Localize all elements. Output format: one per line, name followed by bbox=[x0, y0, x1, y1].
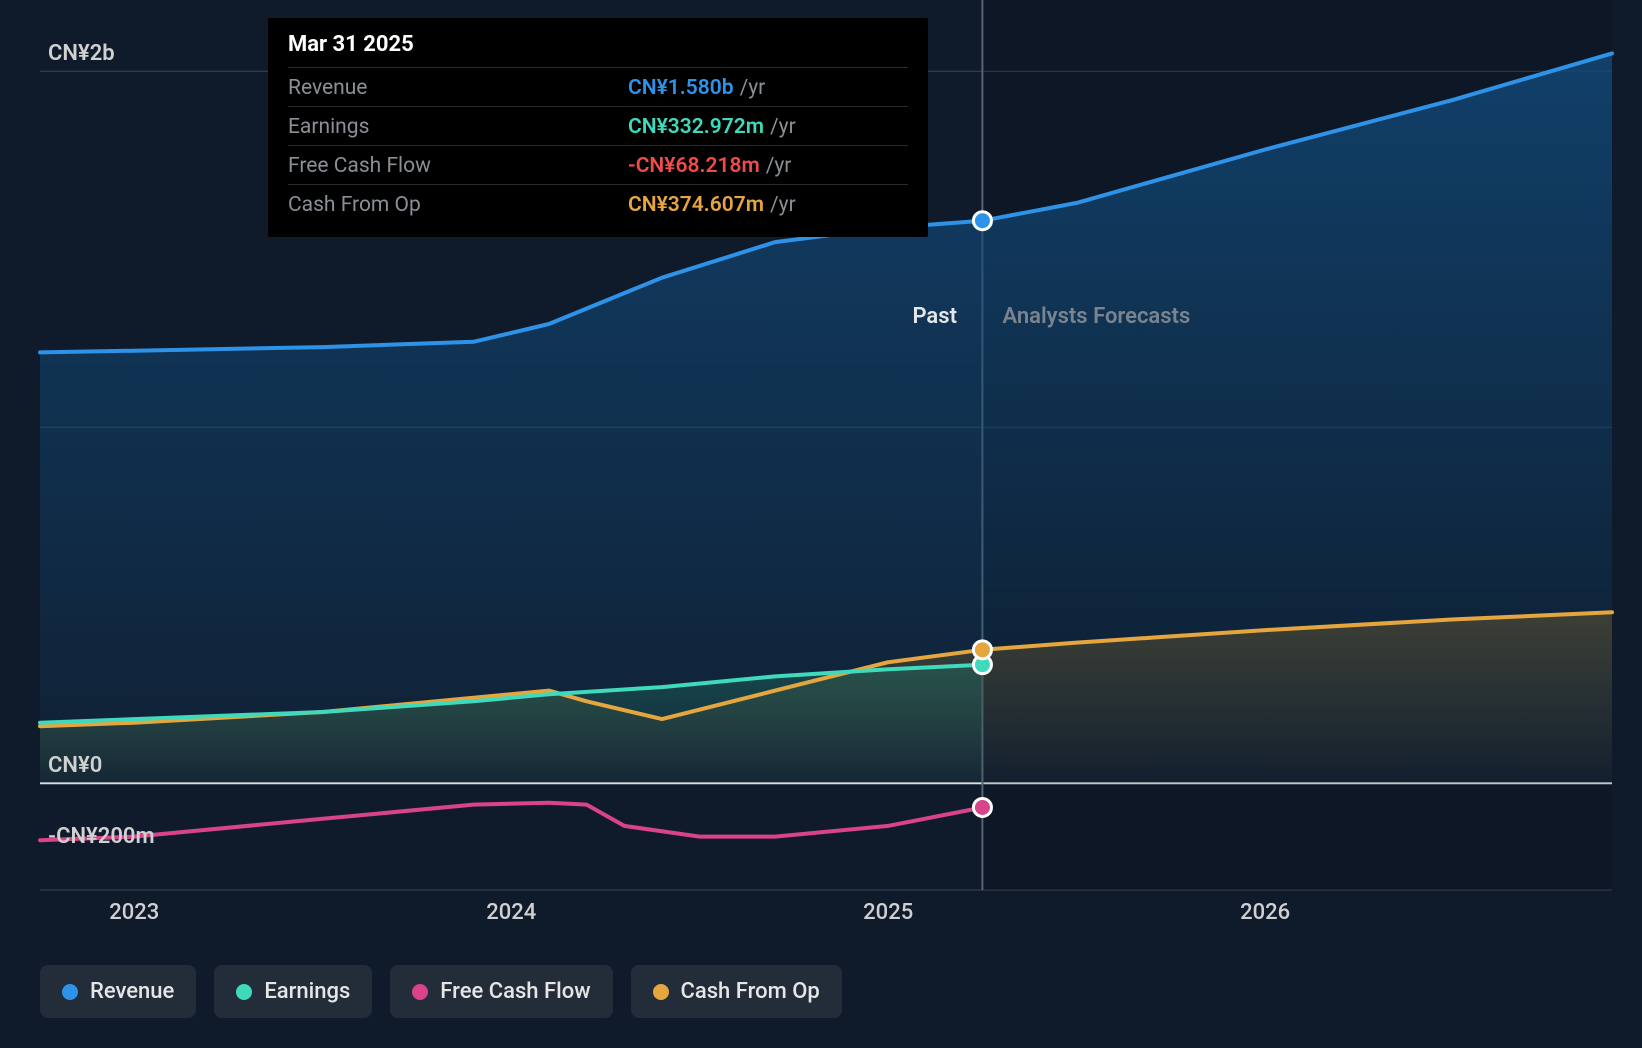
legend-dot-icon bbox=[412, 984, 428, 1000]
x-axis-label: 2023 bbox=[109, 900, 159, 925]
legend-item-free-cash-flow[interactable]: Free Cash Flow bbox=[390, 965, 612, 1018]
tooltip-suffix: /yr bbox=[740, 76, 766, 100]
legend-label: Cash From Op bbox=[681, 979, 820, 1004]
legend-item-cash-from-op[interactable]: Cash From Op bbox=[631, 965, 842, 1018]
tooltip-suffix: /yr bbox=[770, 115, 796, 139]
chart-container: CN¥2bCN¥0-CN¥200m 2023202420252026 Past … bbox=[0, 0, 1642, 1048]
chart-tooltip: Mar 31 2025 RevenueCN¥1.580b/yrEarningsC… bbox=[268, 18, 928, 237]
tooltip-label: Cash From Op bbox=[288, 193, 628, 217]
chart-legend: Revenue Earnings Free Cash Flow Cash From O… bbox=[40, 965, 842, 1018]
tooltip-row: RevenueCN¥1.580b/yr bbox=[288, 67, 908, 106]
tooltip-value: CN¥332.972m bbox=[628, 115, 764, 139]
tooltip-suffix: /yr bbox=[770, 193, 796, 217]
legend-dot-icon bbox=[653, 984, 669, 1000]
legend-label: Free Cash Flow bbox=[440, 979, 590, 1004]
legend-item-earnings[interactable]: Earnings bbox=[214, 965, 372, 1018]
forecast-label: Analysts Forecasts bbox=[1002, 304, 1190, 329]
tooltip-label: Earnings bbox=[288, 115, 628, 139]
legend-dot-icon bbox=[236, 984, 252, 1000]
past-label: Past bbox=[912, 304, 957, 329]
tooltip-label: Free Cash Flow bbox=[288, 154, 628, 178]
x-axis-label: 2024 bbox=[486, 900, 536, 925]
tooltip-date: Mar 31 2025 bbox=[288, 32, 908, 67]
legend-label: Earnings bbox=[264, 979, 350, 1004]
tooltip-row: Free Cash Flow-CN¥68.218m/yr bbox=[288, 145, 908, 184]
tooltip-value: CN¥1.580b bbox=[628, 76, 734, 100]
tooltip-suffix: /yr bbox=[766, 154, 792, 178]
y-axis-label: CN¥2b bbox=[48, 41, 115, 66]
y-axis-label: -CN¥200m bbox=[48, 824, 155, 849]
legend-dot-icon bbox=[62, 984, 78, 1000]
y-axis-label: CN¥0 bbox=[48, 753, 102, 778]
legend-label: Revenue bbox=[90, 979, 174, 1004]
x-axis-label: 2025 bbox=[863, 900, 913, 925]
legend-item-revenue[interactable]: Revenue bbox=[40, 965, 196, 1018]
tooltip-row: EarningsCN¥332.972m/yr bbox=[288, 106, 908, 145]
tooltip-label: Revenue bbox=[288, 76, 628, 100]
tooltip-value: CN¥374.607m bbox=[628, 193, 764, 217]
tooltip-value: -CN¥68.218m bbox=[628, 154, 760, 178]
x-axis-label: 2026 bbox=[1240, 900, 1290, 925]
tooltip-row: Cash From OpCN¥374.607m/yr bbox=[288, 184, 908, 223]
